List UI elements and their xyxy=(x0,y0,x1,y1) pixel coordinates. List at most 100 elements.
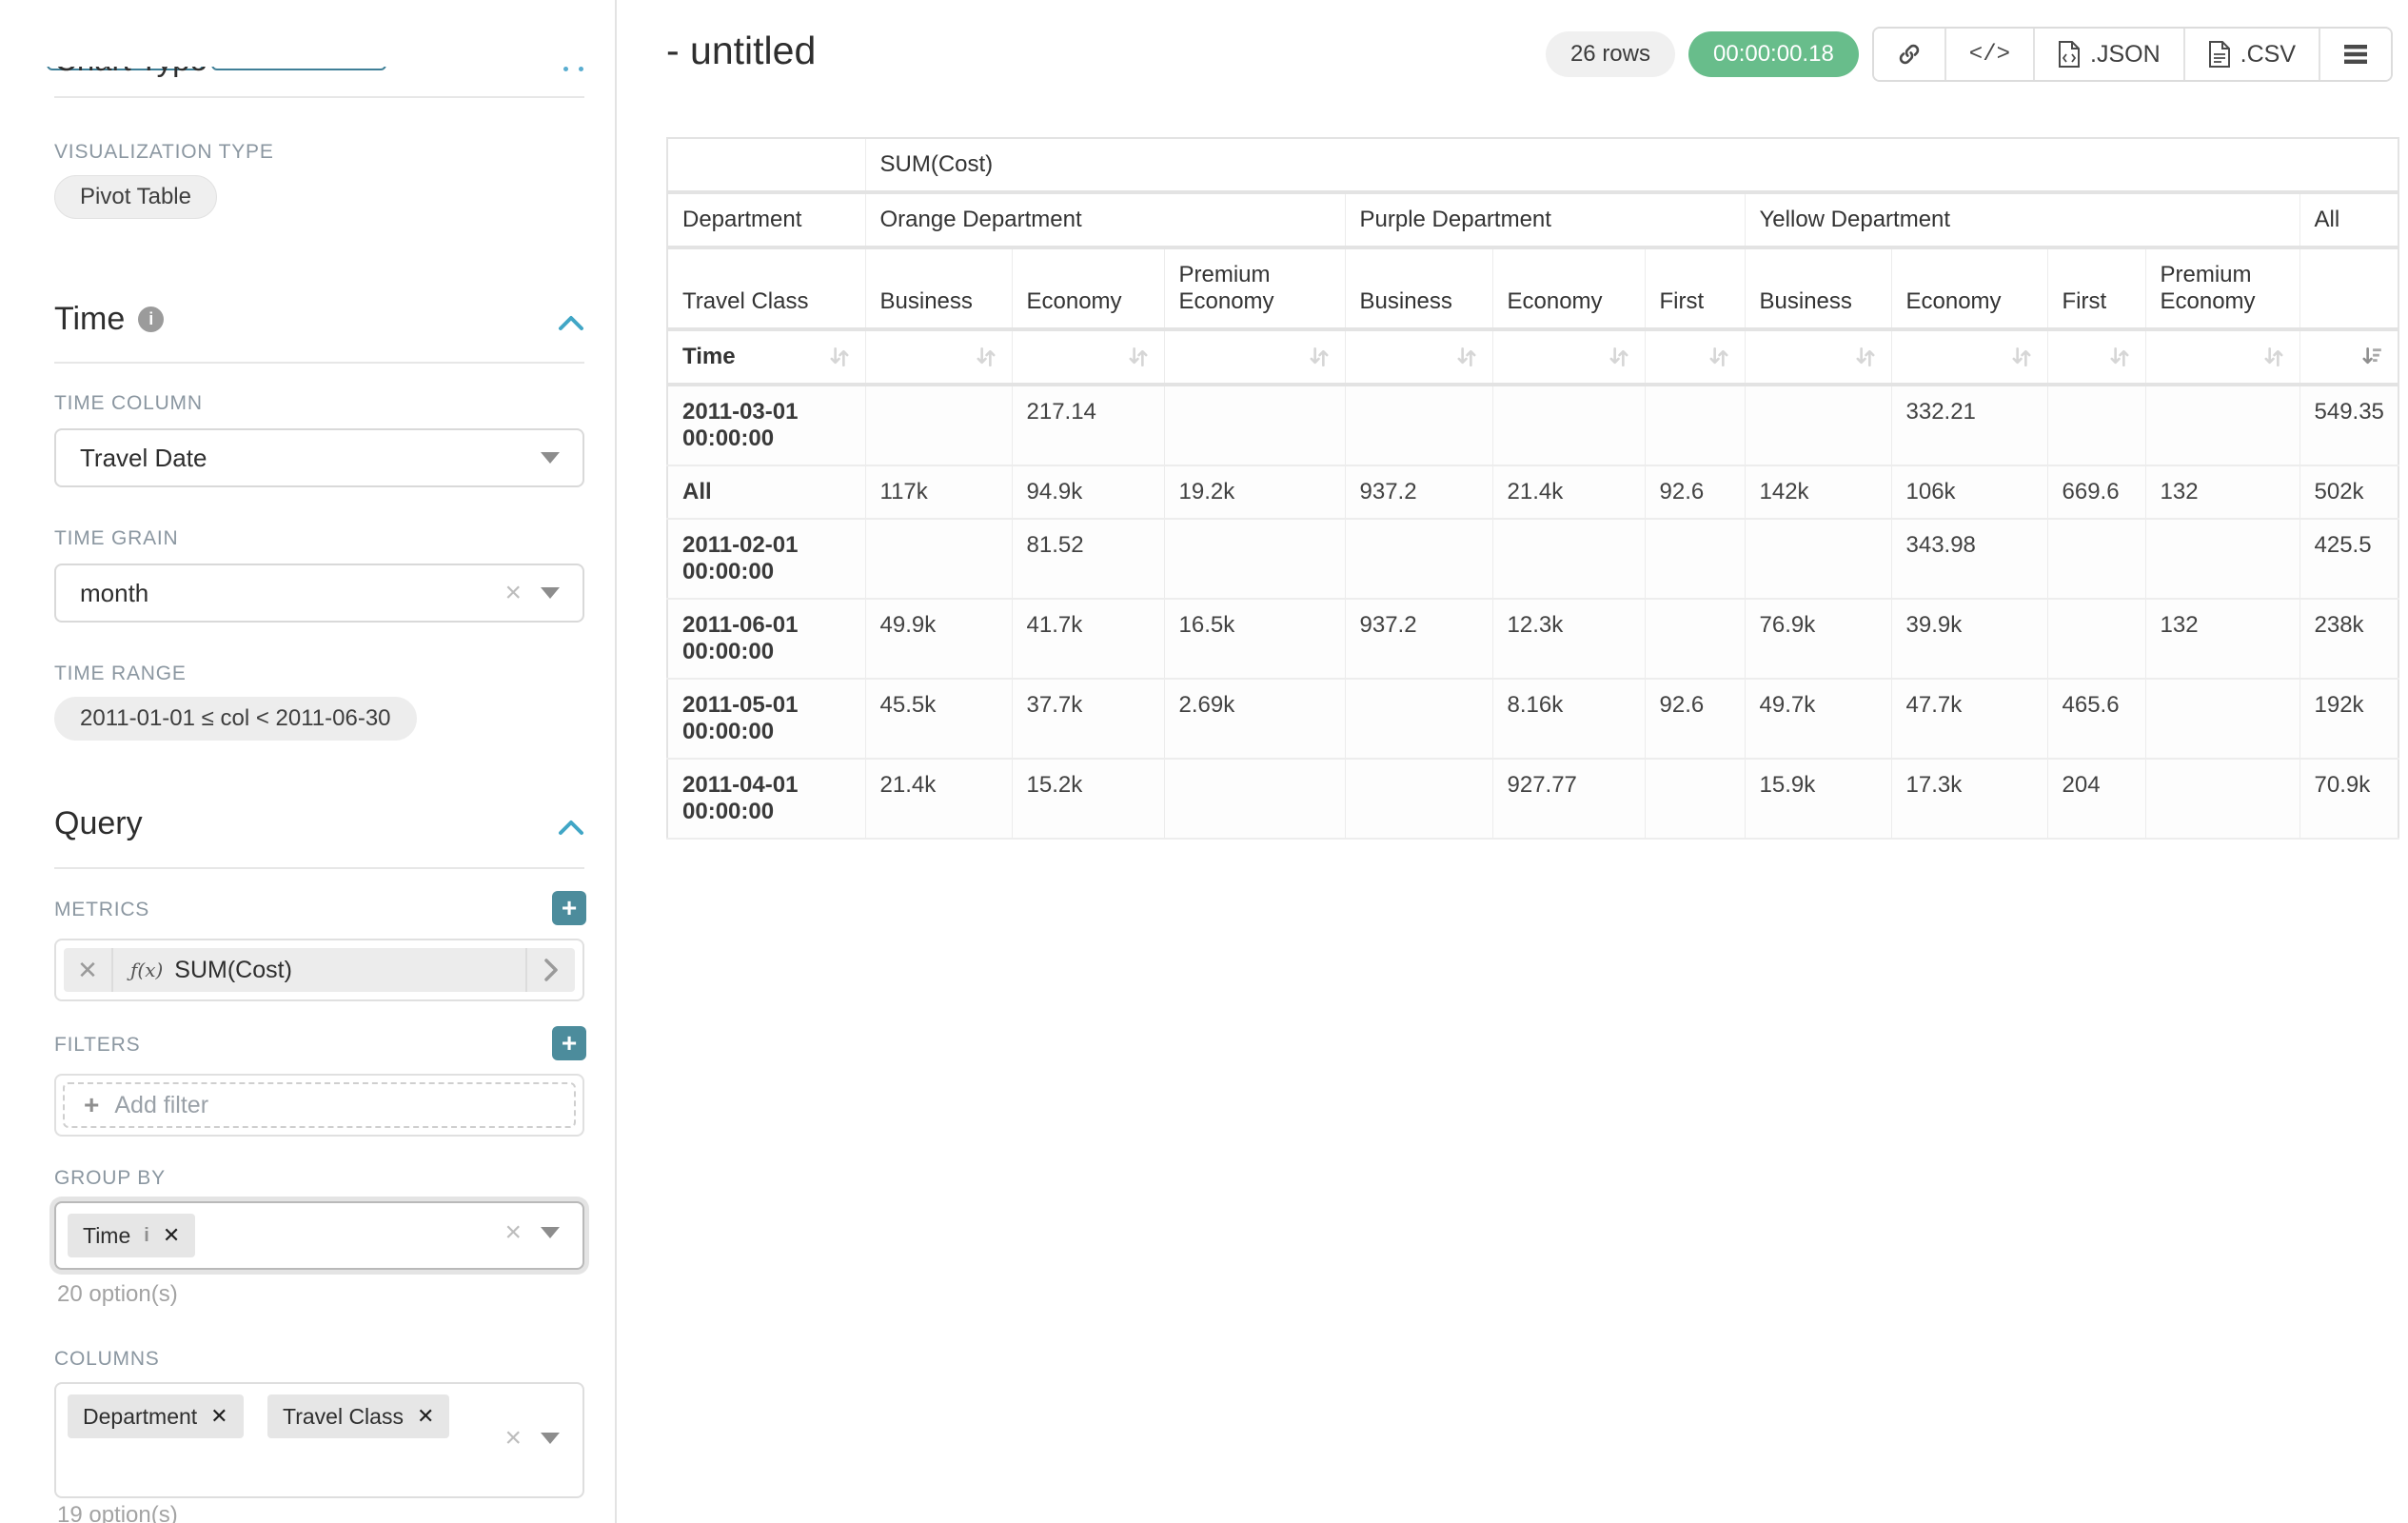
department-header-row: Department Orange Department Purple Depart… xyxy=(666,191,2399,249)
export-json-button[interactable]: .JSON xyxy=(2035,29,2185,80)
pivot-cell: 332.21 xyxy=(1890,384,2048,466)
pivot-cell xyxy=(2046,598,2146,680)
json-file-icon xyxy=(2059,41,2081,68)
pivot-cell: 49.7k xyxy=(1744,678,1892,760)
sort-icon[interactable] xyxy=(975,346,997,368)
add-filter-plus-button[interactable]: + xyxy=(552,1026,586,1060)
remove-metric-icon[interactable]: ✕ xyxy=(64,948,113,992)
sort-header-cell xyxy=(2144,328,2300,386)
remove-chip-icon[interactable]: ✕ xyxy=(162,1223,181,1247)
more-menu-button[interactable] xyxy=(2320,29,2391,80)
sort-icon[interactable] xyxy=(1308,346,1331,368)
sort-icon[interactable] xyxy=(2108,346,2131,368)
pivot-cell: 217.14 xyxy=(1011,384,1165,466)
columns-label: COLUMNS xyxy=(54,1348,160,1370)
pivot-cell xyxy=(1344,384,1493,466)
pivot-cell: 47.7k xyxy=(1890,678,2048,760)
pivot-cell: 76.9k xyxy=(1744,598,1892,680)
chevron-down-icon[interactable] xyxy=(541,1433,560,1444)
sort-icon[interactable] xyxy=(828,346,851,368)
sort-icon[interactable] xyxy=(2010,346,2033,368)
sort-header-cell xyxy=(2046,328,2146,386)
class-header: Premium Economy xyxy=(2144,247,2300,331)
query-collapse-icon[interactable] xyxy=(557,819,585,842)
pivot-cell xyxy=(2144,518,2300,600)
open-metric-icon[interactable] xyxy=(525,948,575,992)
link-icon xyxy=(1899,44,1920,65)
pivot-cell xyxy=(1644,518,1746,600)
clear-icon[interactable]: × xyxy=(504,577,522,608)
class-header: Business xyxy=(1744,247,1892,331)
divider xyxy=(54,96,584,98)
pivot-cell: 21.4k xyxy=(864,758,1013,840)
view-query-button[interactable]: </> xyxy=(1945,29,2036,80)
metric-pill[interactable]: ✕ ƒ(x) SUM(Cost) xyxy=(64,948,575,992)
pivot-cell xyxy=(864,518,1013,600)
sort-icon[interactable] xyxy=(1455,346,1478,368)
add-filter-button[interactable]: + Add filter xyxy=(63,1082,576,1128)
class-header: Economy xyxy=(1011,247,1165,331)
pivot-cell xyxy=(1344,678,1493,760)
class-header: Premium Economy xyxy=(1163,247,1346,331)
pivot-cell: 927.77 xyxy=(1491,758,1646,840)
fx-icon: ƒ(x) xyxy=(130,959,164,981)
class-header: Business xyxy=(864,247,1013,331)
pivot-cell xyxy=(1644,758,1746,840)
remove-chip-icon[interactable]: ✕ xyxy=(416,1404,435,1428)
pivot-row-label: All xyxy=(666,465,866,520)
sort-header-cell xyxy=(1011,328,1165,386)
add-metric-button[interactable]: + xyxy=(552,891,586,925)
share-link-button[interactable] xyxy=(1873,29,1946,80)
export-button-group: </> .JSON .CSV xyxy=(1871,27,2393,82)
time-collapse-icon[interactable] xyxy=(557,314,585,338)
sort-header-cell xyxy=(1744,328,1892,386)
sort-icon[interactable] xyxy=(2262,346,2285,368)
time-range-pill[interactable]: 2011-01-01 ≤ col < 2011-06-30 xyxy=(54,697,417,741)
pivot-cell xyxy=(2046,384,2146,466)
remove-chip-icon[interactable]: ✕ xyxy=(210,1404,228,1428)
row-count-badge: 26 rows xyxy=(1545,31,1675,77)
sort-descending-icon[interactable] xyxy=(2360,346,2383,368)
chart-type-collapse-icon[interactable] xyxy=(563,67,583,71)
sort-icon[interactable] xyxy=(1608,346,1630,368)
time-section-header: Time i xyxy=(54,301,165,338)
time-grain-select[interactable]: month × xyxy=(54,564,584,623)
group-by-select[interactable]: Time i ✕ × xyxy=(54,1201,584,1270)
class-header: Economy xyxy=(1491,247,1646,331)
sort-icon[interactable] xyxy=(1707,346,1730,368)
sort-icon[interactable] xyxy=(1854,346,1877,368)
columns-select[interactable]: Department ✕ Travel Class ✕ × xyxy=(54,1382,584,1498)
metric-header-row: SUM(Cost) xyxy=(666,137,2399,194)
pivot-cell xyxy=(1163,758,1346,840)
pivot-cell: 70.9k xyxy=(2299,758,2399,840)
chevron-down-icon[interactable] xyxy=(541,452,560,464)
sort-header-cell xyxy=(1344,328,1493,386)
chart-title[interactable]: - untitled xyxy=(666,29,817,72)
pivot-cell: 15.9k xyxy=(1744,758,1892,840)
pivot-cell: 21.4k xyxy=(1491,465,1646,520)
sort-icon[interactable] xyxy=(1127,346,1150,368)
pivot-cell xyxy=(1344,758,1493,840)
group-by-chip: Time i ✕ xyxy=(68,1214,196,1257)
time-column-label: TIME COLUMN xyxy=(54,392,203,414)
pivot-row: All 117k 94.9k 19.2k 937.2 21.4k 92.6 142k 106k 6… xyxy=(666,465,2399,520)
pivot-cell: 8.16k xyxy=(1491,678,1646,760)
pivot-cell: 117k xyxy=(864,465,1013,520)
class-header xyxy=(2299,247,2399,331)
chevron-down-icon[interactable] xyxy=(541,1227,560,1238)
metric-control: ✕ ƒ(x) SUM(Cost) xyxy=(54,939,584,1001)
pivot-cell: 669.6 xyxy=(2046,465,2146,520)
export-csv-button[interactable]: .CSV xyxy=(2184,29,2320,80)
viz-type-pill[interactable]: Pivot Table xyxy=(54,175,217,219)
time-column-select[interactable]: Travel Date xyxy=(54,428,584,487)
pivot-row: 2011-06-01 00:00:00 49.9k 41.7k 16.5k 937.2 1… xyxy=(666,598,2399,680)
chevron-down-icon[interactable] xyxy=(541,587,560,599)
clear-icon[interactable]: × xyxy=(504,1422,522,1454)
clear-icon[interactable]: × xyxy=(504,1216,522,1248)
control-panel: Chart Type RUN SAVE VISUALIZATION TYPE P… xyxy=(0,0,617,1523)
pivot-cell xyxy=(2144,678,2300,760)
class-header: Economy xyxy=(1890,247,2048,331)
pivot-cell xyxy=(2046,518,2146,600)
pivot-cell: 937.2 xyxy=(1344,598,1493,680)
